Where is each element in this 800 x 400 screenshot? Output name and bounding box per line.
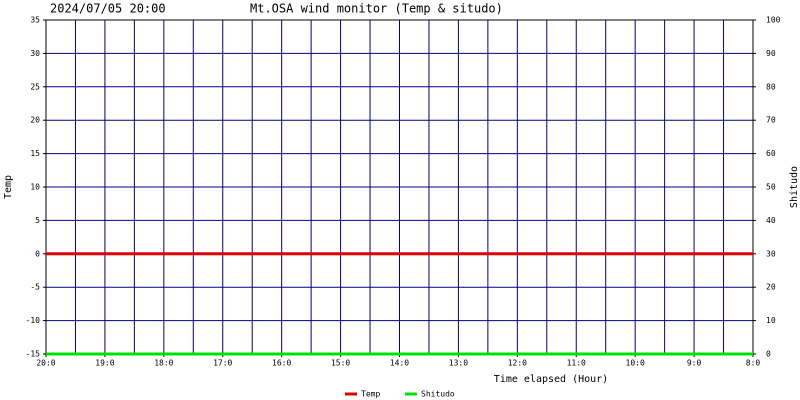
x-tick-label: 9:0 xyxy=(687,359,702,368)
x-tick-label: 13:0 xyxy=(449,359,468,368)
date: 2024/07/05 20:00 xyxy=(50,2,166,16)
y-tick-label: -10 xyxy=(26,316,41,325)
x-tick-label: 20:0 xyxy=(36,359,55,368)
y-tick-label: 35 xyxy=(30,16,40,25)
y2-tick-label: 90 xyxy=(766,49,776,58)
y2-tick-label: 60 xyxy=(766,149,776,158)
y2-axis-label: Shitudo xyxy=(789,166,800,208)
x-tick-label: 17:0 xyxy=(213,359,232,368)
y-tick-label: -15 xyxy=(26,350,41,359)
y2-tick-label: 0 xyxy=(766,350,771,359)
y2-tick-label: 40 xyxy=(766,216,776,225)
x-tick-label: 10:0 xyxy=(626,359,645,368)
x-tick-label: 16:0 xyxy=(272,359,291,368)
x-tick-label: 8:0 xyxy=(746,359,761,368)
x-tick-label: 14:0 xyxy=(390,359,409,368)
y2-tick-label: 70 xyxy=(766,116,776,125)
chart-title: Mt.OSA wind monitor (Temp & situdo) xyxy=(250,2,503,16)
y-tick-label: 0 xyxy=(35,249,40,258)
y-tick-label: 30 xyxy=(30,49,40,58)
y-tick-label: 10 xyxy=(30,183,40,192)
y-tick-label: 5 xyxy=(35,216,40,225)
y-axis-label: Temp xyxy=(3,175,14,199)
x-tick-label: 19:0 xyxy=(95,359,114,368)
y2-tick-label: 50 xyxy=(766,183,776,192)
y2-tick-label: 30 xyxy=(766,249,776,258)
x-tick-label: 12:0 xyxy=(508,359,527,368)
y2-tick-label: 100 xyxy=(766,16,781,25)
y2-tick-label: 10 xyxy=(766,316,776,325)
y-tick-label: 15 xyxy=(30,149,40,158)
y2-tick-label: 20 xyxy=(766,283,776,292)
y-tick-label: 20 xyxy=(30,116,40,125)
x-tick-label: 15:0 xyxy=(331,359,350,368)
x-tick-label: 18:0 xyxy=(154,359,173,368)
legend-label: Shitudo xyxy=(421,390,455,399)
y2-tick-label: 80 xyxy=(766,82,776,91)
y-tick-label: -5 xyxy=(30,283,40,292)
x-tick-label: 11:0 xyxy=(567,359,586,368)
x-axis-label: Time elapsed (Hour) xyxy=(494,374,608,385)
y-tick-label: 25 xyxy=(30,82,40,91)
legend-label: Temp xyxy=(361,390,380,399)
